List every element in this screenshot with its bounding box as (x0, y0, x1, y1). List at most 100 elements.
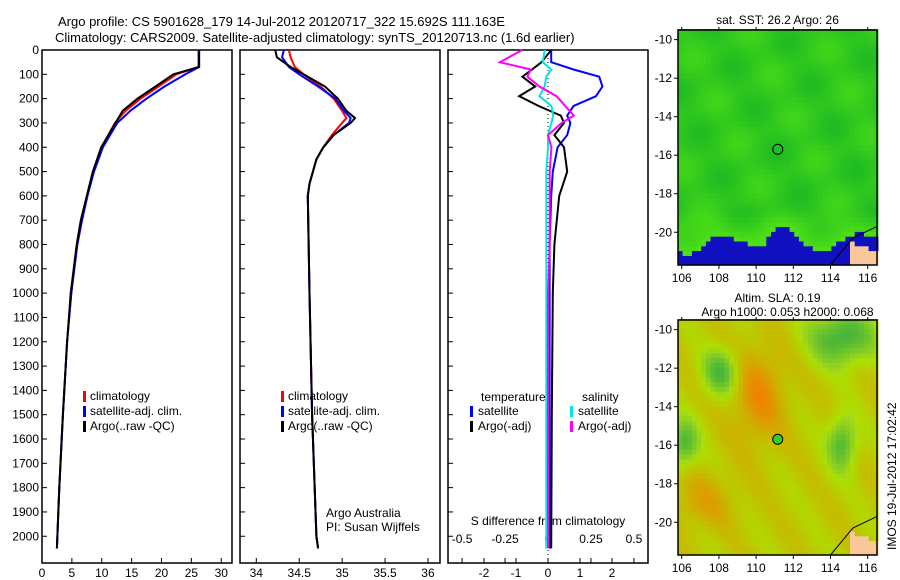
map-cell (812, 96, 818, 102)
map-cell (687, 48, 693, 54)
map-cell (691, 381, 698, 387)
map-cell (757, 367, 763, 373)
map-cell (696, 86, 702, 93)
map-cell (701, 38, 707, 45)
map-cell (678, 250, 684, 256)
map-cell (822, 82, 828, 88)
map-cell (784, 434, 791, 440)
map-cell (859, 192, 865, 199)
map-cell (789, 323, 795, 330)
map-cell (868, 91, 874, 97)
map-cell (715, 526, 721, 532)
map-cell (752, 144, 758, 150)
map-cell (803, 482, 809, 489)
map-cell (812, 216, 818, 223)
map-cell (826, 173, 832, 179)
map-cell (715, 221, 721, 228)
map-cell (771, 410, 777, 416)
map-cell (845, 343, 851, 349)
map-cell (757, 29, 763, 35)
map-cell (752, 260, 758, 266)
map-cell (743, 535, 749, 542)
map-cell (794, 173, 800, 179)
map-cell (794, 29, 800, 35)
map-cell (738, 202, 744, 208)
map-cell (705, 468, 712, 474)
map-cell (724, 526, 730, 532)
map-cell (854, 106, 860, 112)
map-cell (687, 163, 693, 170)
map-cell (789, 434, 795, 440)
map-cell (752, 396, 758, 402)
map-cell (719, 120, 725, 126)
map-cell (798, 323, 805, 330)
map-cell (784, 526, 791, 532)
map-cell (836, 178, 842, 184)
map-cell (864, 72, 870, 78)
map-cell (682, 82, 688, 88)
map-cell (826, 415, 832, 421)
map-cell (873, 545, 879, 551)
map-cell (826, 535, 832, 542)
map-cell (873, 526, 879, 532)
map-cell (738, 43, 744, 49)
map-cell (775, 506, 781, 513)
map-cell (826, 521, 832, 527)
map-cell (794, 178, 800, 184)
map-cell (868, 357, 874, 363)
map-cell (850, 226, 856, 232)
map-cell (808, 53, 814, 59)
y-tick-label: -12 (655, 361, 673, 375)
map-cell (724, 439, 730, 445)
map-cell (784, 86, 791, 93)
map-cell (691, 338, 698, 344)
map-cell (831, 139, 837, 146)
map-cell (743, 463, 749, 469)
x-tick-label: 34.5 (288, 566, 312, 580)
map-cell (868, 212, 874, 218)
map-cell (678, 343, 684, 349)
map-cell (826, 540, 832, 546)
map-cell (678, 328, 684, 335)
map-cell (771, 212, 777, 218)
map-cell (817, 197, 823, 203)
map-cell (719, 530, 725, 537)
map-cell (780, 439, 786, 445)
map-cell (696, 33, 702, 40)
map-cell (873, 197, 879, 203)
map-cell (780, 77, 786, 83)
map-cell (850, 221, 856, 228)
map-cell (826, 72, 832, 78)
map-cell (682, 57, 688, 64)
map-cell (850, 125, 856, 131)
map-cell (789, 38, 795, 45)
map-cell (729, 236, 735, 242)
map-cell (868, 396, 874, 402)
map-cell (775, 178, 781, 184)
map-cell (780, 386, 786, 392)
map-cell (812, 372, 818, 378)
map-cell (840, 72, 846, 78)
map-cell (687, 216, 693, 223)
map-cell (812, 115, 818, 122)
map-cell (743, 381, 749, 387)
map-cell (817, 449, 823, 455)
map-cell (687, 415, 693, 421)
map-cell (794, 535, 800, 542)
map-cell (691, 91, 698, 97)
map-cell (701, 207, 707, 213)
map-cell (743, 473, 749, 479)
map-cell (864, 473, 870, 479)
map-cell (812, 540, 818, 546)
map-cell (822, 159, 828, 165)
map-cell (794, 236, 800, 242)
map-cell (691, 540, 698, 546)
map-cell (864, 29, 870, 35)
map-cell (794, 144, 800, 150)
map-cell (845, 545, 851, 551)
map-cell (780, 343, 786, 349)
map-cell (798, 328, 805, 335)
map-cell (719, 192, 725, 199)
map-cell (691, 362, 698, 368)
map-cell (826, 135, 832, 141)
